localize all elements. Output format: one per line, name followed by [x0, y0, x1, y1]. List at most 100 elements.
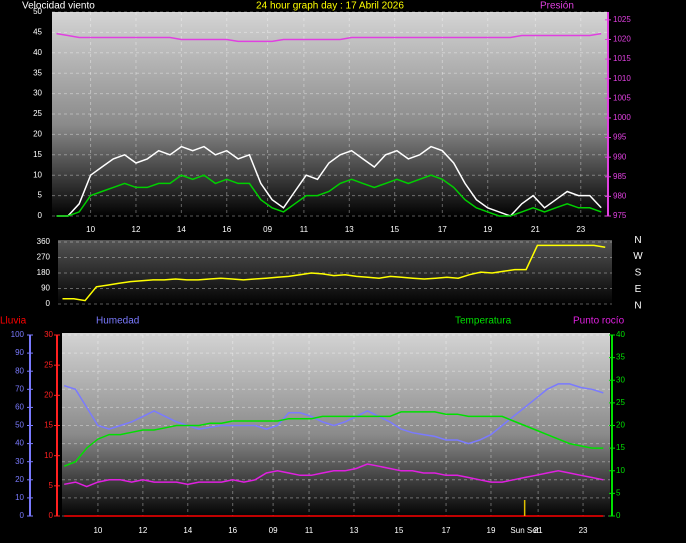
x-tick-label: 12 — [132, 225, 141, 234]
x-tick-label: 09 — [263, 225, 272, 234]
y-tick-label: 1025 — [613, 15, 631, 24]
y-tick-label: 1005 — [613, 93, 631, 102]
y-tick-label: 10 — [616, 466, 625, 475]
y-tick-label: 40 — [33, 48, 42, 57]
y-tick-label: 60 — [15, 403, 24, 412]
y-tick-label: 180 — [37, 268, 51, 277]
y-tick-label: 1020 — [613, 35, 631, 44]
y-tick-label: N — [634, 235, 641, 246]
y-tick-label: 40 — [15, 439, 24, 448]
x-tick-label: 19 — [487, 526, 496, 535]
y-tick-label: 5 — [38, 191, 43, 200]
x-tick-label: 16 — [222, 225, 231, 234]
x-tick-label: 23 — [579, 526, 588, 535]
x-tick-label: 14 — [183, 526, 192, 535]
y-tick-label: 25 — [44, 360, 53, 369]
x-tick-label: 17 — [438, 225, 447, 234]
x-tick-label: 15 — [390, 225, 399, 234]
series-line — [56, 32, 602, 43]
y-tick-label: 35 — [616, 353, 625, 362]
x-tick-label: 14 — [177, 225, 186, 234]
y-tick-label: 0 — [46, 299, 51, 308]
y-tick-label: S — [635, 268, 642, 279]
y-tick-label: 15 — [44, 421, 53, 430]
y-tick-label: 10 — [33, 170, 42, 179]
x-tick-label: 16 — [228, 526, 237, 535]
y-tick-label: 0 — [616, 511, 621, 520]
y-tick-label: 0 — [38, 211, 43, 220]
legend-label: Punto rocío — [573, 316, 625, 327]
y-tick-label: 30 — [44, 330, 53, 339]
y-tick-label: 25 — [616, 398, 625, 407]
y-tick-label: 0 — [20, 511, 25, 520]
y-tick-label: 270 — [37, 253, 51, 262]
y-tick-label: 1000 — [613, 113, 631, 122]
y-tick-label: 35 — [33, 68, 42, 77]
y-tick-label: 50 — [15, 421, 24, 430]
pressure-label: Presión — [540, 1, 574, 12]
y-tick-label: 20 — [33, 130, 42, 139]
x-tick-label: 21 — [534, 526, 543, 535]
y-tick-label: 1010 — [613, 74, 631, 83]
x-tick-label: 11 — [305, 526, 314, 535]
y-tick-label: 985 — [613, 172, 627, 181]
legend-label: Lluvia — [0, 316, 27, 327]
x-tick-label: 19 — [483, 225, 492, 234]
y-tick-label: W — [633, 251, 643, 262]
y-tick-label: 20 — [15, 475, 24, 484]
x-tick-label: 21 — [531, 225, 540, 234]
y-tick-label: 30 — [616, 375, 625, 384]
series-line — [62, 244, 606, 302]
y-tick-label: 10 — [44, 451, 53, 460]
y-tick-label: 25 — [33, 109, 42, 118]
y-tick-label: 980 — [613, 191, 627, 200]
x-tick-label: 12 — [138, 526, 147, 535]
y-tick-label: 50 — [33, 7, 42, 16]
y-tick-label: 45 — [33, 28, 42, 37]
y-tick-label: 15 — [616, 443, 625, 452]
y-tick-label: 15 — [33, 150, 42, 159]
y-tick-label: 20 — [44, 390, 53, 399]
y-tick-label: 5 — [616, 488, 621, 497]
y-tick-label: 90 — [41, 284, 50, 293]
series-line — [63, 383, 604, 445]
y-tick-label: 10 — [15, 493, 24, 502]
y-tick-label: 30 — [33, 89, 42, 98]
annotation: Sun Set — [510, 526, 539, 535]
series-line — [64, 463, 604, 488]
y-tick-label: 30 — [15, 457, 24, 466]
y-tick-label: 990 — [613, 152, 627, 161]
series-line — [63, 411, 604, 467]
panel-wind — [52, 12, 608, 217]
x-tick-label: 11 — [300, 225, 309, 234]
series-line — [56, 174, 602, 217]
x-tick-label: 17 — [442, 526, 451, 535]
wind-label: Velocidad viento — [22, 1, 95, 12]
x-tick-label: 10 — [93, 526, 102, 535]
y-tick-label: 80 — [15, 366, 24, 375]
y-tick-label: N — [634, 301, 641, 312]
panel-direction — [58, 240, 612, 306]
legend-label: Humedad — [96, 316, 139, 327]
y-tick-label: 360 — [37, 237, 51, 246]
y-tick-label: 975 — [613, 211, 627, 220]
x-tick-label: 09 — [269, 526, 278, 535]
y-tick-label: 70 — [15, 384, 24, 393]
x-tick-label: 13 — [345, 225, 354, 234]
chart-title: 24 hour graph day : 17 Abril 2026 — [256, 1, 404, 12]
y-tick-label: 90 — [15, 348, 24, 357]
y-tick-label: E — [635, 284, 642, 295]
legend-label: Temperatura — [455, 316, 512, 327]
y-tick-label: 995 — [613, 133, 627, 142]
y-tick-label: 1015 — [613, 54, 631, 63]
y-tick-label: 0 — [49, 511, 54, 520]
y-tick-label: 5 — [49, 481, 54, 490]
x-tick-label: 10 — [86, 225, 95, 234]
x-tick-label: 23 — [576, 225, 585, 234]
y-tick-label: 40 — [616, 330, 625, 339]
x-tick-label: 13 — [350, 526, 359, 535]
y-tick-label: 20 — [616, 421, 625, 430]
y-tick-label: 100 — [11, 330, 25, 339]
x-tick-label: 15 — [394, 526, 403, 535]
